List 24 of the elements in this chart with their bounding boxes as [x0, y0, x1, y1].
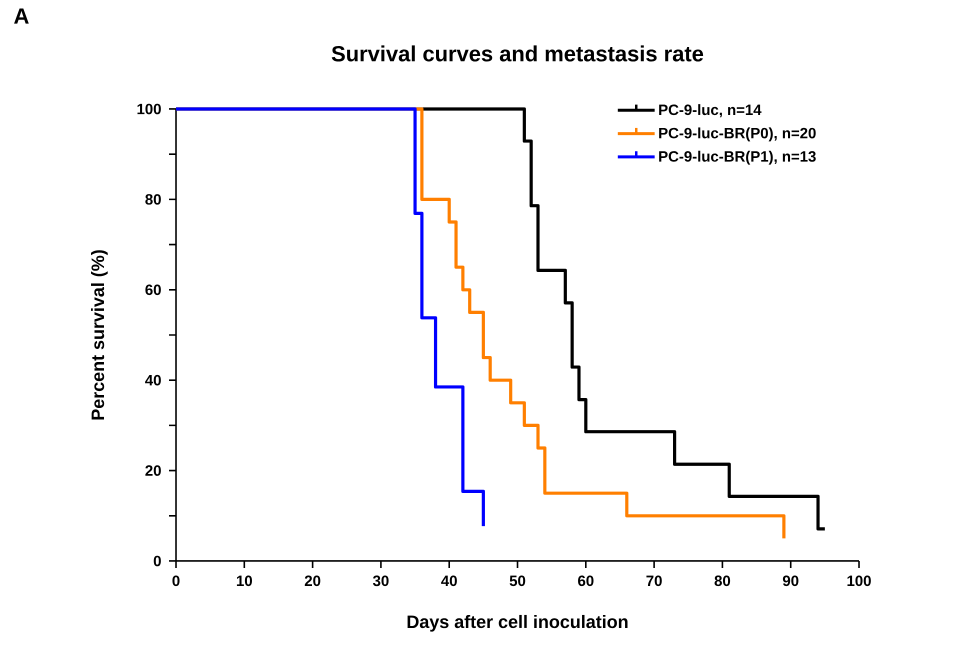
y-tick-label: 40: [145, 374, 161, 386]
y-tick-label: 0: [154, 556, 161, 566]
text: A: [14, 8, 29, 24]
x-tick-label: 70: [646, 576, 662, 586]
legend-label: PC-9-luc, n=14: [659, 104, 762, 118]
y-tick-label: 60: [145, 284, 161, 296]
legend-label: PC-9-luc-BR(P0), n=20: [659, 127, 816, 142]
x-tick-label: 30: [372, 576, 389, 586]
x-axis-title: Days after cell inoculation: [408, 614, 628, 632]
x-tick-label: 0: [172, 576, 180, 586]
chart-title: Survival curves and metastasis rate: [332, 45, 704, 62]
x-tick-label: 20: [304, 576, 320, 586]
legend-label: PC-9-luc-BR(P1), n=13: [659, 150, 816, 165]
x-tick-label: 40: [441, 576, 457, 586]
x-tick-label: 100: [847, 576, 871, 586]
y-tick-label: 80: [145, 194, 161, 205]
y-tick-label: 20: [145, 465, 161, 476]
x-tick-label: 10: [236, 576, 252, 586]
x-tick-label: 80: [714, 576, 730, 586]
y-axis-title: Percent survival (%): [90, 250, 108, 420]
y-tick-label: 100: [137, 104, 161, 114]
x-tick-label: 60: [578, 576, 594, 586]
x-tick-label: 50: [510, 576, 526, 586]
x-tick-label: 90: [782, 576, 798, 586]
